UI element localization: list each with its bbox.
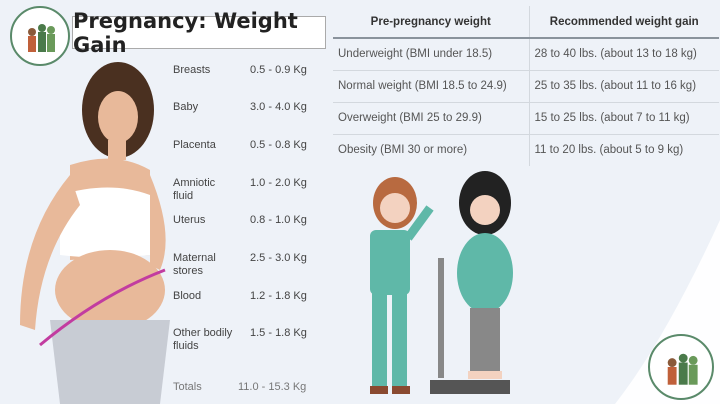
- weight-gain-table: Pre-pregnancy weight Recommended weight …: [333, 6, 719, 166]
- component-value: 0.5 - 0.8 Kg: [250, 139, 307, 151]
- table-cell: Overweight (BMI 25 to 29.9): [333, 102, 530, 135]
- table-row: Normal weight (BMI 18.5 to 24.9) 25 to 35…: [333, 70, 719, 103]
- table-cell: Normal weight (BMI 18.5 to 24.9): [333, 70, 530, 103]
- component-value: 1.5 - 1.8 Kg: [250, 327, 307, 339]
- component-value: 1.2 - 1.8 Kg: [250, 290, 307, 302]
- nurse-weighing-illustration: [370, 171, 513, 394]
- component-label: Blood: [173, 290, 202, 302]
- table-cell: Underweight (BMI under 18.5): [333, 38, 530, 71]
- logo: [648, 334, 714, 400]
- component-label: Maternal stores: [173, 252, 216, 277]
- component-label: Breasts: [173, 64, 211, 76]
- component-value: 2.5 - 3.0 Kg: [250, 252, 307, 264]
- table-row: Underweight (BMI under 18.5) 28 to 40 lbs…: [333, 38, 719, 71]
- component-value: 0.8 - 1.0 Kg: [250, 214, 307, 226]
- table-header: Pre-pregnancy weight Recommended weight …: [333, 6, 719, 39]
- table-row: Overweight (BMI 25 to 29.9) 15 to 25 lbs.…: [333, 102, 719, 135]
- component-label: Baby: [173, 101, 199, 113]
- column-header: Recommended weight gain: [529, 6, 719, 39]
- component-label: Uterus: [173, 214, 206, 226]
- logo: [10, 6, 70, 66]
- component-value: 0.5 - 0.9 Kg: [250, 64, 307, 76]
- component-value: 1.0 - 2.0 Kg: [250, 177, 307, 189]
- totals-label: Totals: [173, 381, 202, 393]
- component-label: Other bodily fluids: [173, 327, 233, 352]
- page-title: Pregnancy: Weight Gain: [72, 9, 326, 57]
- pregnant-woman-photo: [20, 62, 170, 404]
- column-header: Pre-pregnancy weight: [333, 6, 530, 39]
- totals-value: 11.0 - 15.3 Kg: [238, 381, 307, 393]
- component-label: Amniotic fluid: [173, 177, 216, 202]
- component-value: 3.0 - 4.0 Kg: [250, 101, 307, 113]
- table-row: Obesity (BMI 30 or more) 11 to 20 lbs. (a…: [333, 134, 719, 166]
- table-cell: 15 to 25 lbs. (about 7 to 11 kg): [529, 102, 719, 135]
- table-cell: Obesity (BMI 30 or more): [333, 134, 530, 166]
- table-cell: 28 to 40 lbs. (about 13 to 18 kg): [529, 38, 719, 71]
- table-cell: 25 to 35 lbs. (about 11 to 16 kg): [529, 70, 719, 103]
- table-cell: 11 to 20 lbs. (about 5 to 9 kg): [534, 144, 684, 157]
- component-label: Placenta: [173, 139, 216, 151]
